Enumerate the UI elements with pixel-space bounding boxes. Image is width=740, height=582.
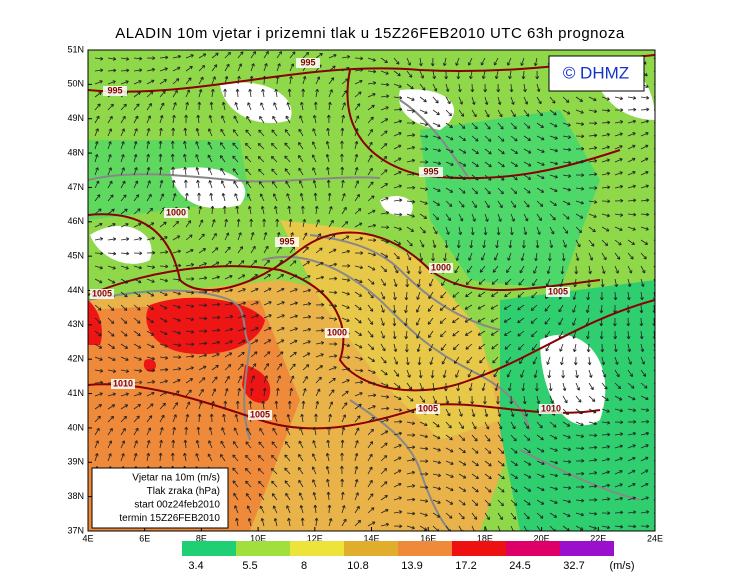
- colorbar-label: 3.4: [188, 560, 203, 572]
- colorbar-swatch: [560, 541, 614, 556]
- lat-label: 38N: [67, 491, 84, 501]
- colorbar-label: 10.8: [347, 560, 368, 572]
- isobar-label-bg: [103, 86, 127, 96]
- lat-label: 39N: [67, 457, 84, 467]
- lat-label: 40N: [67, 422, 84, 432]
- isobar-label: 1000: [327, 327, 347, 337]
- isobar-label-bg: [111, 379, 135, 389]
- lon-label: 20E: [534, 533, 550, 543]
- isobar-label-bg: [539, 404, 563, 414]
- isobar-label: 1000: [431, 262, 451, 272]
- colorbar-label: 17.2: [455, 560, 476, 572]
- colorbar-label: 13.9: [401, 560, 422, 572]
- lat-label: 42N: [67, 354, 84, 364]
- lon-label: 16E: [420, 533, 436, 543]
- isobar-label-bg: [164, 208, 188, 218]
- lon-label: 14E: [363, 533, 379, 543]
- isobar-label-bg: [546, 287, 570, 297]
- legend-line: start 00z24feb2010: [134, 500, 220, 511]
- lat-label: 50N: [67, 79, 84, 89]
- lat-label: 49N: [67, 113, 84, 123]
- colorbar-swatch: [290, 541, 344, 556]
- isobar-label-bg: [429, 263, 453, 273]
- isobar-label: 1005: [418, 403, 438, 413]
- colorbar-swatch: [344, 541, 398, 556]
- isobar-label-bg: [419, 167, 443, 177]
- colorbar-label: 5.5: [242, 560, 257, 572]
- isobar-label: 1010: [541, 403, 561, 413]
- lon-label: 8E: [196, 533, 207, 543]
- isobar-label: 1005: [548, 286, 568, 296]
- isobar-label-bg: [296, 58, 320, 68]
- isobar-label: 1005: [92, 288, 112, 298]
- logo: © DHMZ: [563, 63, 629, 82]
- colorbar-label: 32.7: [563, 560, 584, 572]
- lat-label: 37N: [67, 525, 84, 535]
- lon-label: 6E: [139, 533, 150, 543]
- colorbar-label: 24.5: [509, 560, 530, 572]
- lat-label: 51N: [67, 44, 84, 54]
- lat-label: 41N: [67, 388, 84, 398]
- colorbar-label: 8: [301, 560, 307, 572]
- isobar-label-bg: [325, 328, 349, 338]
- colorbar-swatch: [398, 541, 452, 556]
- isobar-label: 995: [107, 85, 122, 95]
- isobar-label: 995: [300, 57, 315, 67]
- title: ALADIN 10m vjetar i prizemni tlak u 15Z2…: [115, 25, 625, 42]
- isobar-label-bg: [416, 404, 440, 414]
- isobar-label: 995: [423, 166, 438, 176]
- isobar-label-bg: [275, 237, 299, 247]
- lat-label: 45N: [67, 251, 84, 261]
- legend-box: [91, 467, 229, 529]
- colorbar-swatch: [506, 541, 560, 556]
- colorbar-swatch: [452, 541, 506, 556]
- lon-label: 12E: [307, 533, 323, 543]
- lat-label: 44N: [67, 285, 84, 295]
- colorbar-unit: (m/s): [609, 560, 634, 572]
- lon-label: 18E: [477, 533, 493, 543]
- isobar-label-bg: [248, 410, 272, 420]
- legend-line: Tlak zraka (hPa): [147, 486, 220, 497]
- isobar-label: 1000: [166, 207, 186, 217]
- colorbar-swatch: [236, 541, 290, 556]
- logo-box: [548, 55, 645, 92]
- isobar-label-bg: [90, 289, 114, 299]
- lat-label: 46N: [67, 216, 84, 226]
- lon-label: 10E: [250, 533, 266, 543]
- lat-label: 48N: [67, 147, 84, 157]
- lon-label: 4E: [82, 533, 93, 543]
- legend-line: termin 15Z26FEB2010: [119, 513, 220, 524]
- lon-label: 22E: [590, 533, 606, 543]
- isobar-label: 1010: [113, 378, 133, 388]
- lat-label: 47N: [67, 182, 84, 192]
- isobar-label: 1005: [250, 409, 270, 419]
- map: [88, 50, 655, 531]
- lon-label: 24E: [647, 533, 663, 543]
- legend-line: Vjetar na 10m (m/s): [132, 473, 220, 484]
- lat-label: 43N: [67, 319, 84, 329]
- colorbar-swatch: [182, 541, 236, 556]
- isobar-label: 995: [279, 236, 294, 246]
